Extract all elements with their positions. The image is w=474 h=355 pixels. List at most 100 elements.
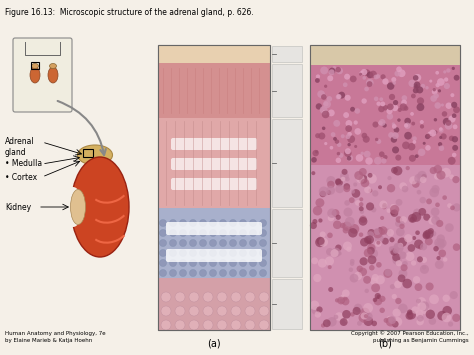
Circle shape	[389, 246, 393, 251]
Circle shape	[453, 203, 461, 212]
Circle shape	[398, 237, 407, 247]
Circle shape	[391, 136, 397, 143]
Circle shape	[322, 110, 327, 115]
Circle shape	[446, 103, 452, 109]
Circle shape	[249, 229, 256, 236]
Circle shape	[259, 250, 266, 257]
Circle shape	[367, 81, 373, 87]
Circle shape	[345, 177, 350, 181]
Circle shape	[217, 306, 227, 316]
Circle shape	[417, 171, 427, 180]
Circle shape	[345, 95, 351, 101]
Circle shape	[317, 90, 325, 98]
Circle shape	[345, 318, 349, 322]
Text: (a): (a)	[207, 338, 221, 348]
Circle shape	[239, 240, 246, 246]
Circle shape	[386, 108, 392, 114]
Circle shape	[344, 200, 350, 206]
Circle shape	[180, 269, 186, 277]
Circle shape	[402, 261, 408, 267]
Circle shape	[363, 76, 366, 80]
Circle shape	[326, 248, 334, 256]
Circle shape	[429, 294, 439, 304]
Circle shape	[311, 171, 315, 175]
Circle shape	[392, 294, 397, 299]
Circle shape	[408, 143, 415, 151]
Circle shape	[411, 306, 419, 314]
Circle shape	[219, 240, 227, 246]
Circle shape	[322, 126, 326, 130]
Circle shape	[409, 155, 416, 162]
Circle shape	[378, 227, 383, 232]
Circle shape	[312, 150, 319, 156]
Circle shape	[438, 89, 441, 92]
Bar	[310, 45, 460, 330]
Circle shape	[411, 94, 416, 98]
Circle shape	[404, 132, 412, 140]
Circle shape	[414, 74, 421, 81]
Circle shape	[362, 98, 367, 104]
Circle shape	[420, 84, 425, 88]
Circle shape	[189, 292, 199, 302]
Circle shape	[161, 306, 171, 316]
Circle shape	[180, 229, 186, 236]
Circle shape	[426, 310, 435, 319]
Circle shape	[417, 297, 426, 306]
Circle shape	[341, 177, 346, 181]
Circle shape	[170, 240, 176, 246]
Circle shape	[355, 108, 360, 114]
Circle shape	[338, 92, 345, 99]
Circle shape	[343, 82, 347, 87]
Circle shape	[368, 173, 373, 178]
Circle shape	[417, 103, 424, 111]
Circle shape	[367, 240, 372, 245]
Circle shape	[219, 229, 227, 236]
Circle shape	[413, 209, 421, 217]
Circle shape	[376, 262, 382, 268]
Circle shape	[395, 155, 401, 161]
Circle shape	[415, 230, 420, 235]
Circle shape	[329, 67, 336, 74]
Circle shape	[374, 293, 381, 299]
Circle shape	[319, 191, 326, 197]
Circle shape	[435, 260, 444, 269]
Circle shape	[382, 123, 387, 127]
Circle shape	[434, 118, 437, 121]
Circle shape	[175, 306, 185, 316]
Circle shape	[229, 229, 237, 236]
Circle shape	[411, 212, 421, 222]
Circle shape	[190, 240, 197, 246]
Circle shape	[398, 274, 405, 282]
Circle shape	[371, 283, 380, 292]
Circle shape	[323, 94, 327, 98]
Circle shape	[444, 77, 448, 82]
Bar	[310, 165, 460, 330]
Circle shape	[399, 224, 405, 229]
Circle shape	[366, 255, 374, 263]
Circle shape	[231, 306, 241, 316]
Circle shape	[337, 252, 342, 256]
Circle shape	[367, 229, 375, 236]
Circle shape	[393, 243, 403, 253]
Circle shape	[387, 113, 393, 120]
Circle shape	[389, 94, 395, 100]
Circle shape	[331, 132, 336, 137]
Circle shape	[324, 84, 327, 88]
Circle shape	[341, 134, 345, 138]
Circle shape	[420, 243, 427, 250]
Circle shape	[336, 215, 341, 220]
Circle shape	[336, 67, 343, 74]
Circle shape	[337, 152, 340, 155]
Circle shape	[428, 132, 431, 135]
Circle shape	[384, 229, 391, 236]
Circle shape	[438, 239, 447, 248]
Circle shape	[200, 260, 207, 267]
Circle shape	[452, 136, 458, 142]
Circle shape	[452, 145, 458, 151]
Circle shape	[429, 187, 439, 197]
Circle shape	[217, 292, 227, 302]
Circle shape	[448, 157, 456, 165]
Circle shape	[337, 297, 345, 304]
Circle shape	[353, 307, 361, 315]
Bar	[158, 208, 270, 278]
